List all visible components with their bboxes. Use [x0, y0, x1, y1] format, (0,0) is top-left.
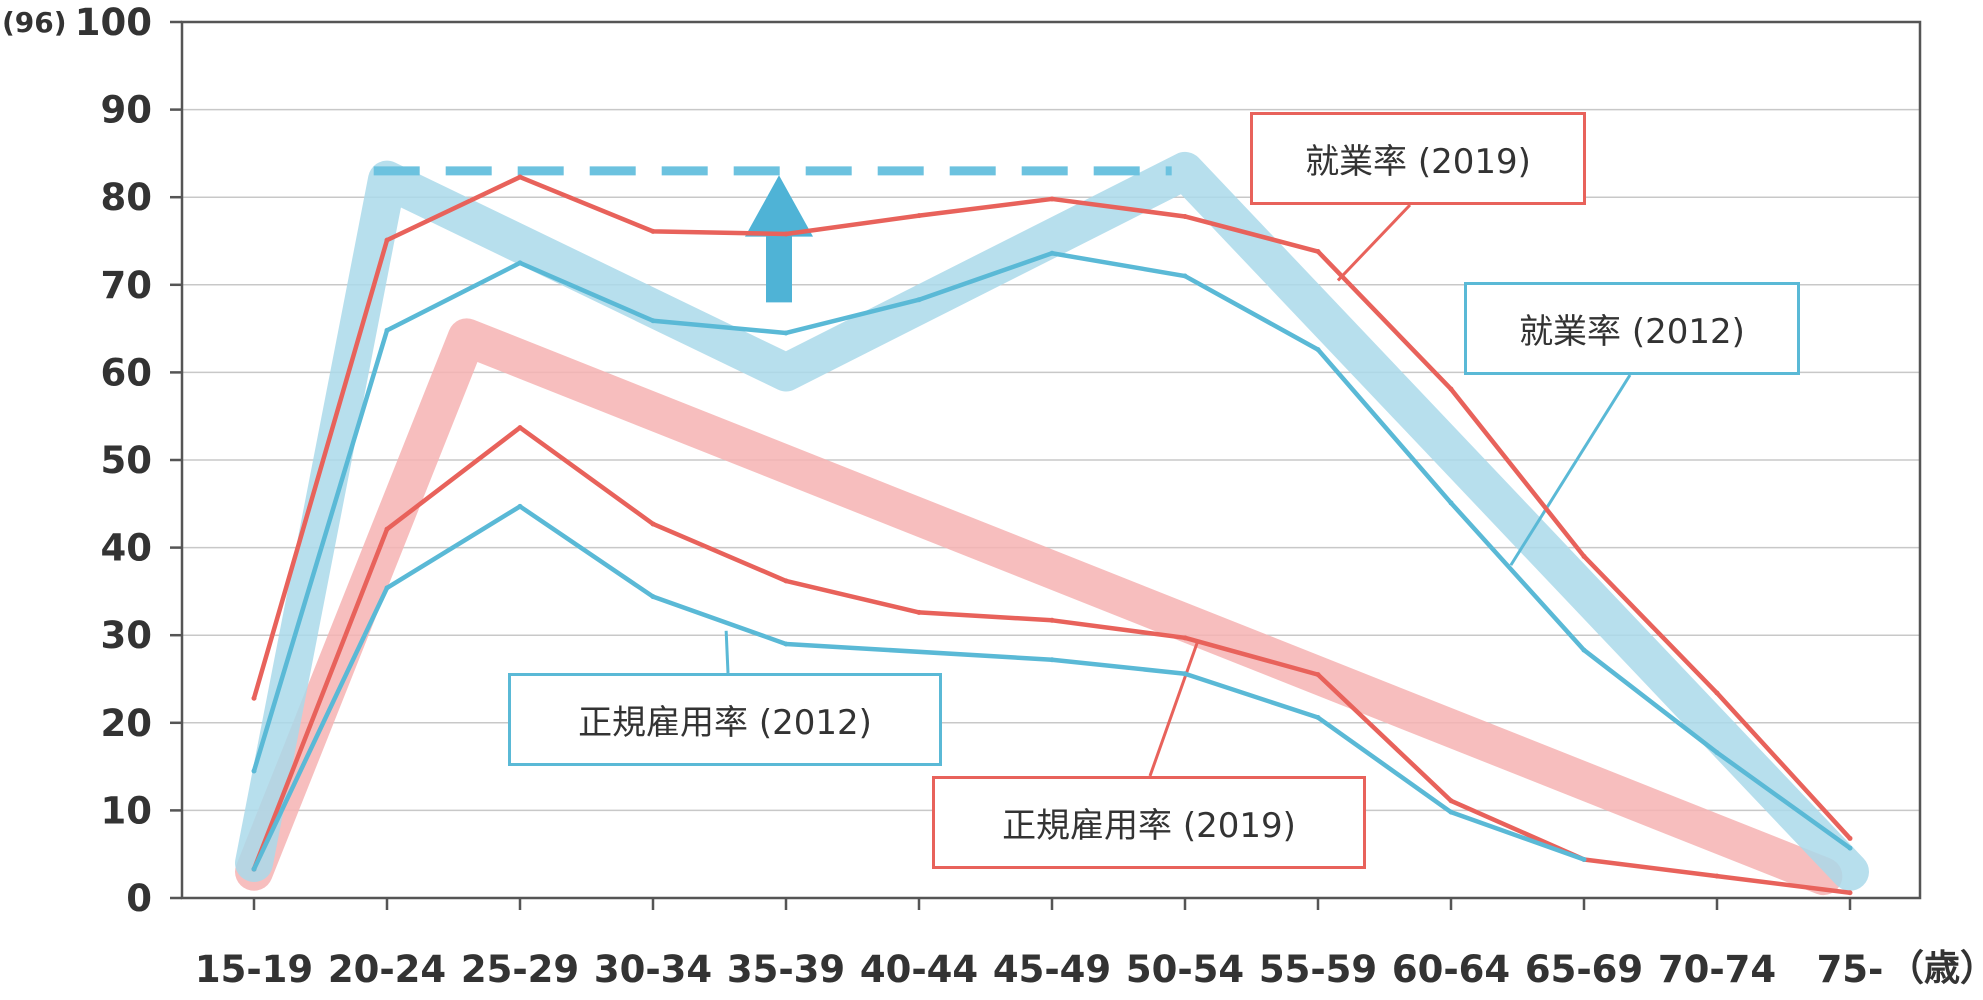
leader-employment-2012 — [1509, 374, 1632, 566]
data-point — [517, 260, 523, 266]
x-tick-label: 50-54 — [1126, 948, 1244, 991]
x-tick-label: 40-44 — [860, 948, 978, 991]
data-point — [1182, 273, 1188, 279]
y-tick-label: 30 — [101, 614, 153, 657]
data-point — [1714, 750, 1720, 756]
x-tick-label: 30-34 — [594, 948, 712, 991]
data-point — [783, 231, 789, 237]
data-point — [1448, 798, 1454, 804]
data-point — [384, 526, 390, 532]
label-leader-lines — [724, 203, 1632, 777]
up-arrow-icon — [745, 175, 813, 303]
y-tick-label: 60 — [101, 351, 153, 394]
data-point — [1847, 890, 1853, 896]
x-tick-label: 45-49 — [993, 948, 1111, 991]
data-point — [1581, 647, 1587, 653]
data-point — [517, 503, 523, 509]
x-tick-label: 15-19 — [195, 948, 313, 991]
label-box-regular-2019: 正規雇用率 (2019) — [932, 776, 1366, 869]
y-unit-label: (96) — [2, 6, 67, 39]
data-point — [650, 318, 656, 324]
x-tick-label: 25-29 — [461, 948, 579, 991]
data-point — [1448, 809, 1454, 815]
data-point — [517, 425, 523, 431]
data-point — [1847, 845, 1853, 851]
data-point — [1049, 196, 1055, 202]
y-tick-label: 40 — [101, 527, 153, 570]
x-tick-label: 75- — [1817, 948, 1884, 991]
x-tick-label: 65-69 — [1525, 948, 1643, 991]
data-point — [1182, 213, 1188, 219]
up-arrow-icon — [745, 175, 813, 303]
data-series — [251, 174, 1853, 896]
y-tick-label: 0 — [126, 877, 152, 920]
x-tick-label: 20-24 — [328, 948, 446, 991]
x-tick-label: 35-39 — [727, 948, 845, 991]
data-point — [1315, 347, 1321, 353]
data-point — [1448, 386, 1454, 392]
y-tick-label: 80 — [101, 176, 153, 219]
data-point — [1448, 500, 1454, 506]
label-box-employment-2019: 就業率 (2019) — [1250, 112, 1586, 205]
data-point — [1182, 635, 1188, 641]
data-point — [1049, 617, 1055, 623]
tick-labels: 0 10 20 30 40 50 60 70 80 90 100 15-19 20-24 25-29 30-… — [75, 1, 1884, 991]
x-tick-label: 55-59 — [1259, 948, 1377, 991]
data-point — [1581, 553, 1587, 559]
data-point — [1714, 690, 1720, 696]
leader-regular-2012 — [724, 630, 730, 674]
data-point — [650, 228, 656, 234]
data-point — [783, 330, 789, 336]
series-line-3 — [251, 504, 1585, 871]
x-unit-label: （歳） — [1888, 948, 1983, 989]
data-point — [384, 585, 390, 591]
y-tick-label: 100 — [75, 1, 152, 44]
data-point — [783, 641, 789, 647]
data-point — [783, 578, 789, 584]
trend-band-blue — [235, 151, 1869, 891]
data-point — [517, 174, 523, 180]
y-tick-label: 20 — [101, 702, 153, 745]
data-point — [1049, 657, 1055, 663]
data-point — [1049, 250, 1055, 256]
data-point — [916, 297, 922, 303]
y-tick-label: 10 — [101, 789, 153, 832]
data-point — [1714, 873, 1720, 879]
leader-regular-2019 — [1148, 639, 1200, 777]
data-point — [650, 521, 656, 527]
data-point — [251, 768, 257, 774]
data-point — [1581, 856, 1587, 862]
leader-employment-2019 — [1336, 203, 1412, 282]
y-tick-label: 70 — [101, 264, 153, 307]
label-box-regular-2012: 正規雇用率 (2012) — [508, 673, 942, 766]
data-point — [916, 213, 922, 219]
x-tick-label: 60-64 — [1392, 948, 1510, 991]
data-point — [1182, 671, 1188, 677]
data-point — [384, 327, 390, 333]
data-point — [1315, 672, 1321, 678]
data-point — [1315, 715, 1321, 721]
data-point — [650, 594, 656, 600]
data-point — [1315, 249, 1321, 255]
data-point — [1847, 835, 1853, 841]
data-point — [251, 695, 257, 701]
label-box-employment-2012: 就業率 (2012) — [1464, 282, 1800, 375]
data-point — [251, 866, 257, 872]
x-tick-label: 70-74 — [1658, 948, 1776, 991]
y-tick-label: 50 — [101, 439, 153, 482]
data-point — [916, 609, 922, 615]
data-point — [384, 237, 390, 243]
y-tick-label: 90 — [101, 89, 153, 132]
